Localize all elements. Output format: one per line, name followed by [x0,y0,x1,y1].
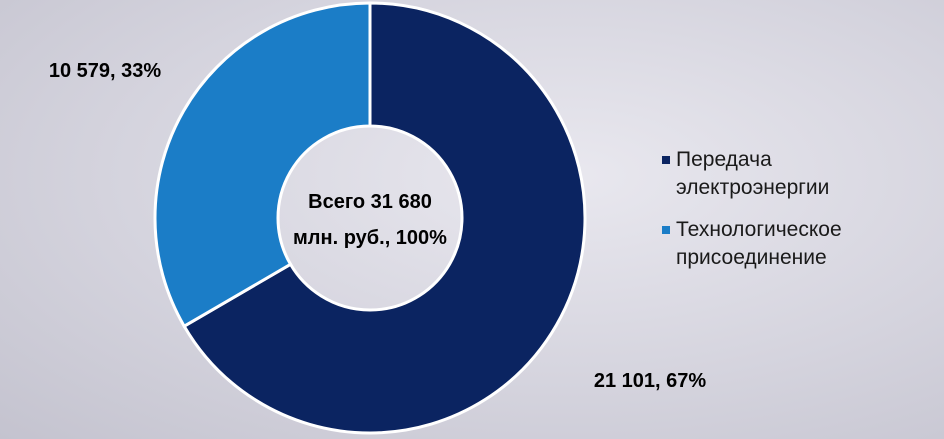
data-label: 21 101, 67% [594,370,707,392]
center-text: млн. руб., 100% [293,227,447,249]
center-text: Всего 31 680 [308,191,432,213]
legend-swatch [662,226,670,234]
pie-slice [153,1,372,329]
legend-label: Передача электроэнергии [676,148,830,199]
legend-item: Передача электроэнергии [662,146,942,202]
legend-swatch [662,156,670,164]
pie-slice [182,1,587,435]
legend-label: Технологическое присоединение [676,218,842,269]
data-label: 10 579, 33% [49,60,162,82]
legend-item: Технологическое присоединение [662,216,942,272]
